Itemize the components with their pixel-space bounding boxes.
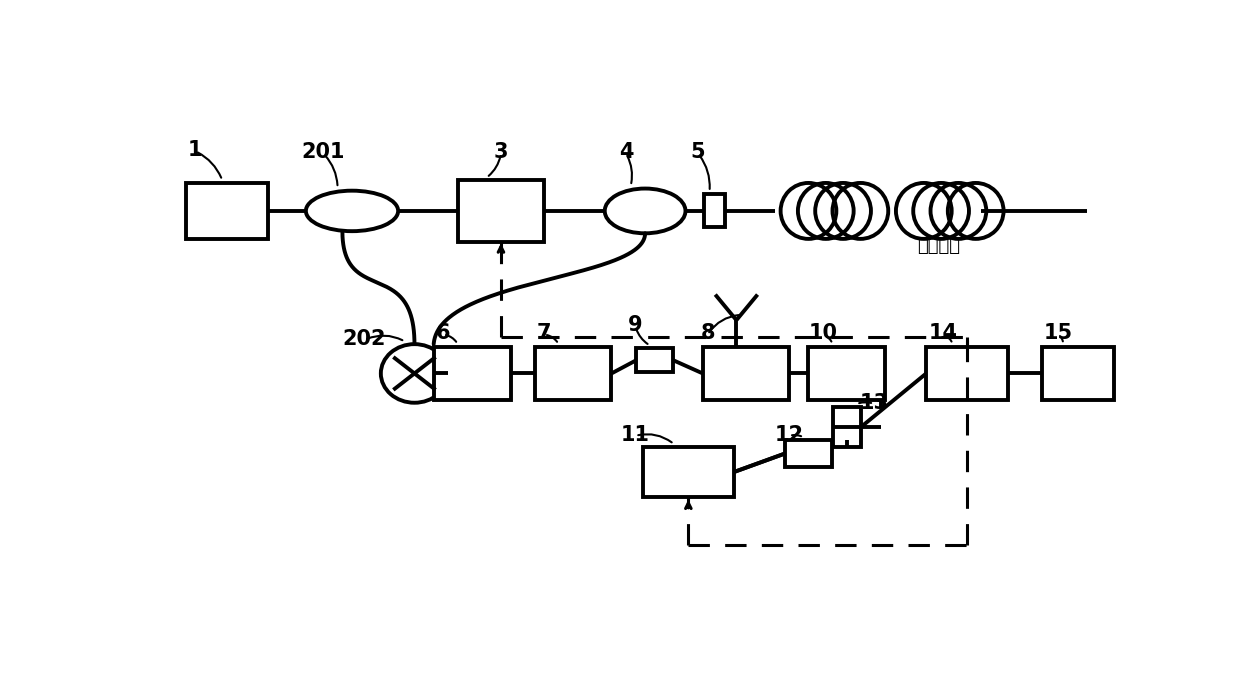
- Text: 1: 1: [188, 140, 202, 160]
- Text: 15: 15: [1044, 323, 1073, 343]
- Text: 6: 6: [436, 323, 450, 343]
- Text: 12: 12: [775, 425, 804, 445]
- FancyBboxPatch shape: [434, 347, 511, 400]
- Text: 7: 7: [537, 323, 552, 343]
- Ellipse shape: [781, 183, 836, 239]
- Text: 5: 5: [691, 143, 706, 163]
- FancyBboxPatch shape: [832, 407, 862, 447]
- FancyBboxPatch shape: [186, 183, 268, 239]
- Text: 3: 3: [494, 143, 508, 163]
- Ellipse shape: [306, 191, 398, 231]
- Text: 4: 4: [619, 143, 634, 163]
- FancyBboxPatch shape: [926, 347, 1008, 400]
- FancyBboxPatch shape: [636, 348, 673, 372]
- FancyBboxPatch shape: [704, 194, 725, 228]
- FancyBboxPatch shape: [785, 440, 832, 466]
- Text: 9: 9: [629, 316, 642, 336]
- FancyBboxPatch shape: [808, 347, 885, 400]
- Text: 被测光纤: 被测光纤: [916, 237, 960, 255]
- Ellipse shape: [381, 344, 448, 403]
- FancyBboxPatch shape: [703, 347, 789, 400]
- Text: 14: 14: [929, 323, 957, 343]
- FancyBboxPatch shape: [458, 181, 544, 242]
- Text: 201: 201: [301, 143, 345, 163]
- Circle shape: [605, 188, 686, 233]
- Text: 10: 10: [808, 323, 837, 343]
- FancyBboxPatch shape: [1042, 347, 1114, 400]
- FancyBboxPatch shape: [534, 347, 611, 400]
- Text: 8: 8: [701, 323, 714, 343]
- Text: 11: 11: [621, 425, 650, 445]
- Text: 13: 13: [859, 393, 888, 412]
- FancyBboxPatch shape: [642, 447, 734, 498]
- Ellipse shape: [897, 183, 951, 239]
- Text: 202: 202: [342, 329, 386, 349]
